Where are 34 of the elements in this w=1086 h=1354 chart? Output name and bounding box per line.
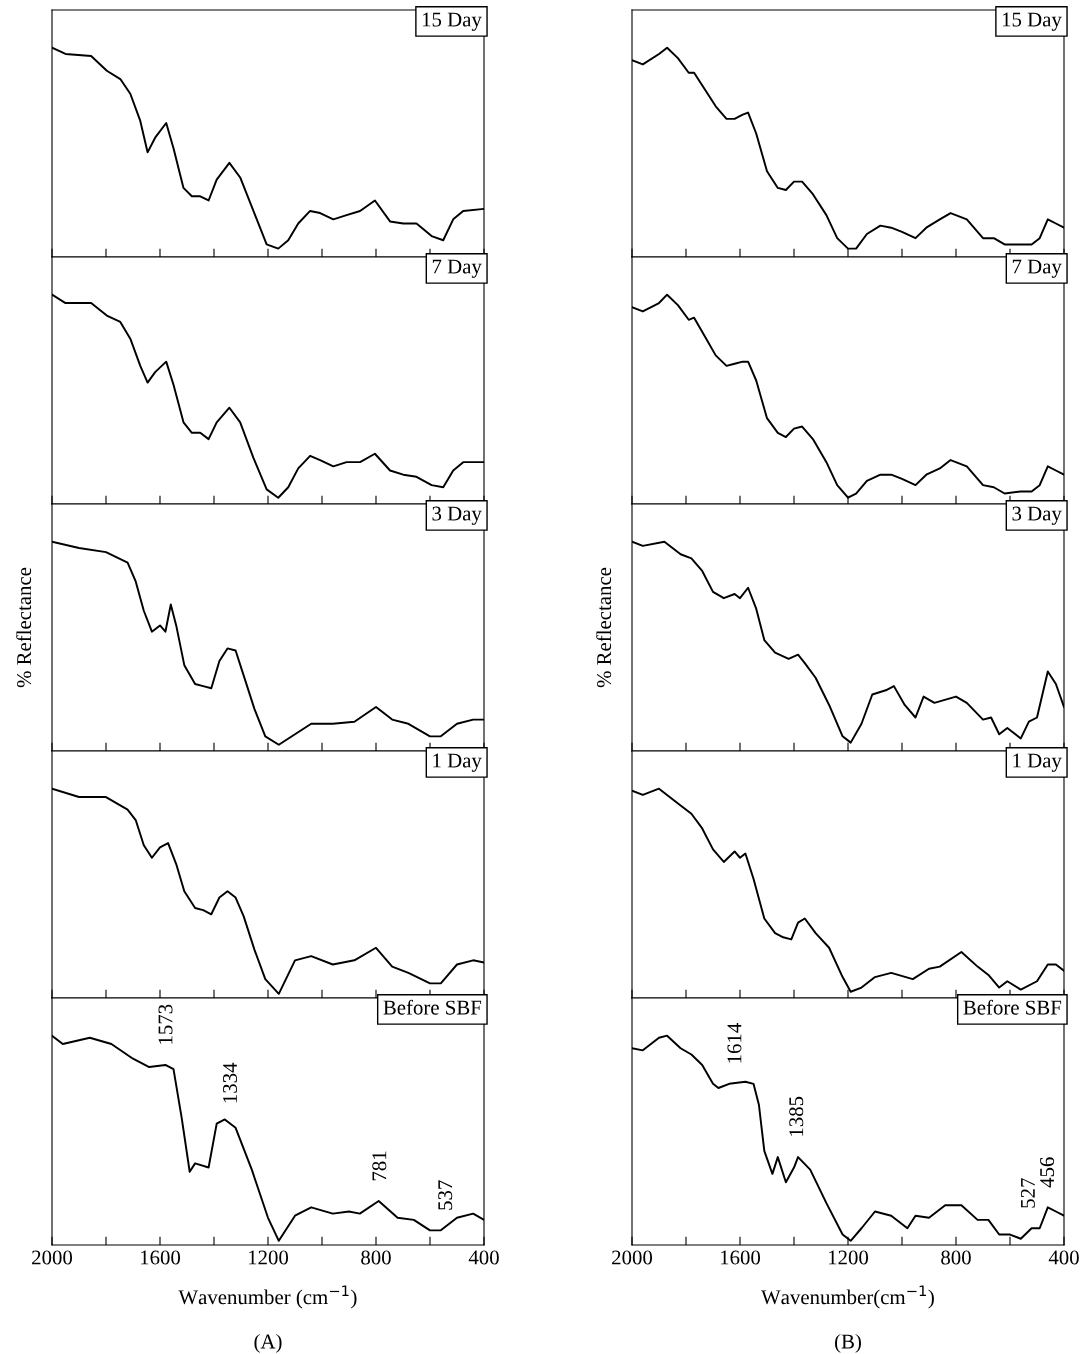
chart-title: Before SBF — [383, 999, 482, 1015]
annotation: 1573 — [158, 1004, 173, 1044]
x-tick-label: 1200 — [829, 1250, 869, 1265]
x-tick-label: 2000 — [612, 1250, 653, 1265]
y-axis-title: % Reflectance — [16, 567, 32, 688]
annotation: 1334 — [223, 1062, 238, 1103]
y-axis-title: % Reflectance — [596, 567, 612, 688]
chart-title: 7 Day — [432, 259, 482, 278]
chart-title: 1 Day — [1013, 753, 1062, 772]
chart-title: 15 Day — [1002, 12, 1062, 31]
x-axis-title: Wavenumber(cm$^{−1}$) — [761, 1285, 934, 1309]
x-axis-title: Wavenumber (cm$^{−1}$) — [178, 1285, 357, 1309]
x-tick-label: 1200 — [249, 1250, 289, 1265]
chart-title: Before SBF — [963, 999, 1062, 1015]
chart-title: 15 Day — [422, 12, 482, 31]
annotation: 1385 — [789, 1096, 804, 1136]
chart-title: 1 Day — [433, 753, 482, 772]
chart-title: 7 Day — [1012, 259, 1062, 278]
annotation: 781 — [372, 1151, 387, 1181]
x-tick-label: 2000 — [32, 1250, 73, 1265]
x-tick-label: 1600 — [721, 1250, 761, 1265]
chart-title: 3 Day — [432, 506, 482, 525]
x-tick-label: 400 — [468, 1250, 499, 1265]
x-tick-label: 800 — [941, 1250, 971, 1265]
annotation: 537 — [438, 1180, 453, 1210]
x-tick-label: 1600 — [141, 1250, 181, 1265]
x-tick-label: 400 — [1048, 1250, 1079, 1265]
annotation: 456 — [1040, 1157, 1055, 1188]
annotation: 527 — [1020, 1178, 1035, 1208]
text: (B) — [835, 1333, 861, 1353]
x-tick-label: 800 — [361, 1250, 391, 1265]
annotation: 1614 — [727, 1023, 742, 1063]
text: (A) — [254, 1333, 282, 1353]
chart-title: 3 Day — [1012, 506, 1062, 525]
